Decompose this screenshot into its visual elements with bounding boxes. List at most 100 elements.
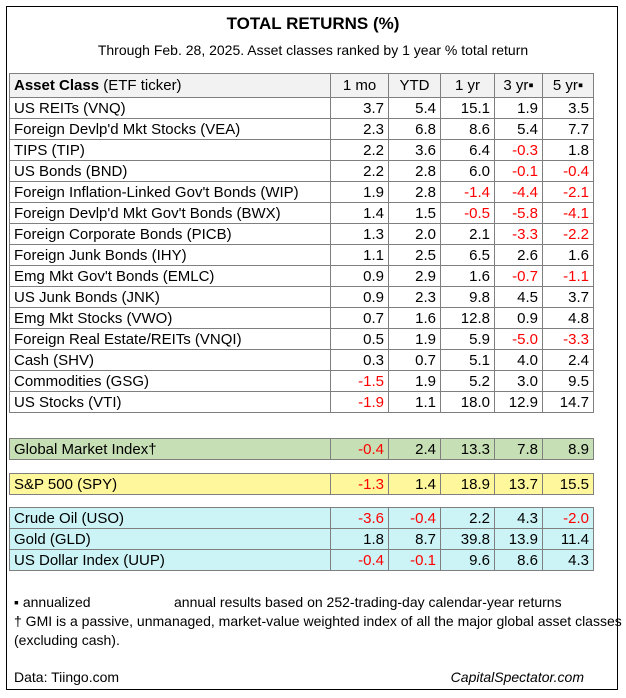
- return-ytd-cell: -0.1: [388, 549, 441, 571]
- asset-name-cell: US Dollar Index (UUP): [9, 549, 331, 571]
- return-1yr-cell: 2.2: [440, 507, 495, 529]
- return-5yr-cell: 15.5: [542, 473, 594, 495]
- return-1mo-cell: 1.3: [330, 223, 389, 245]
- table-row: Foreign Junk Bonds (IHY) 1.1 2.5 6.5 2.6 1.6: [9, 244, 594, 266]
- asset-name-cell: US REITs (VNQ): [9, 97, 331, 119]
- asset-name-cell: Foreign Corporate Bonds (PICB): [9, 223, 331, 245]
- return-1mo-cell: 0.7: [330, 307, 389, 329]
- return-1mo-cell: -0.4: [330, 438, 389, 460]
- asset-name-cell: TIPS (TIP): [9, 139, 331, 161]
- table-row: Foreign Real Estate/REITs (VNQI) 0.5 1.9 5.…: [9, 328, 594, 350]
- return-3yr-cell: 0.9: [494, 307, 543, 329]
- return-5yr-cell: 9.5: [542, 370, 594, 392]
- return-ytd-cell: 2.8: [388, 160, 441, 182]
- table-title: TOTAL RETURNS (%): [226, 14, 400, 33]
- annualized-symbol: ▪ annualized: [14, 594, 91, 610]
- return-1mo-cell: -1.5: [330, 370, 389, 392]
- data-source: Data: Tiingo.com: [14, 669, 120, 685]
- return-5yr-cell: -1.1: [542, 265, 594, 287]
- return-1mo-cell: 0.5: [330, 328, 389, 350]
- return-1mo-cell: -1.9: [330, 391, 389, 413]
- return-3yr-cell: 4.3: [494, 507, 543, 529]
- return-ytd-cell: 1.1: [388, 391, 441, 413]
- return-1yr-cell: 5.9: [440, 328, 495, 350]
- return-ytd-cell: 6.8: [388, 118, 441, 140]
- return-1mo-cell: 0.9: [330, 286, 389, 308]
- header-1yr: 1 yr: [440, 73, 495, 98]
- return-5yr-cell: 3.7: [542, 286, 594, 308]
- return-1mo-cell: 0.3: [330, 349, 389, 371]
- return-5yr-cell: 14.7: [542, 391, 594, 413]
- return-3yr-cell: 3.0: [494, 370, 543, 392]
- header-asset-class-rest: (ETF ticker): [99, 77, 182, 94]
- table-row: TIPS (TIP) 2.2 3.6 6.4 -0.3 1.8: [9, 139, 594, 161]
- table-row: Foreign Devlp'd Mkt Stocks (VEA) 2.3 6.8 8.…: [9, 118, 594, 140]
- return-5yr-cell: 11.4: [542, 528, 594, 550]
- asset-name-cell: Foreign Devlp'd Mkt Gov't Bonds (BWX): [9, 202, 331, 224]
- commodity-row: US Dollar Index (UUP) -0.4 -0.1 9.6 8.6 4.3: [9, 549, 594, 571]
- return-1mo-cell: 1.4: [330, 202, 389, 224]
- asset-returns-table: Asset Class (ETF ticker) 1 mo YTD 1 yr 3…: [9, 73, 594, 413]
- return-1yr-cell: 5.1: [440, 349, 495, 371]
- gmi-row: Global Market Index† -0.4 2.4 13.3 7.8 8.9: [9, 438, 594, 460]
- return-5yr-cell: -2.2: [542, 223, 594, 245]
- commodity-rows: Crude Oil (USO) -3.6 -0.4 2.2 4.3 -2.0 Gold (G…: [9, 507, 594, 571]
- return-1yr-cell: 6.0: [440, 160, 495, 182]
- return-1mo-cell: 1.8: [330, 528, 389, 550]
- return-ytd-cell: 2.0: [388, 223, 441, 245]
- return-5yr-cell: 2.4: [542, 349, 594, 371]
- return-1yr-cell: 9.6: [440, 549, 495, 571]
- return-3yr-cell: -4.4: [494, 181, 543, 203]
- header-3yr: 3 yr▪: [494, 73, 543, 98]
- return-1yr-cell: 2.1: [440, 223, 495, 245]
- return-1yr-cell: 18.0: [440, 391, 495, 413]
- annualized-text: annual results based on 252-trading-day …: [174, 594, 562, 610]
- table-notes: ▪ annualized annual results based on 252-…: [14, 593, 626, 650]
- return-1yr-cell: 6.4: [440, 139, 495, 161]
- asset-name-cell: Emg Mkt Stocks (VWO): [9, 307, 331, 329]
- return-3yr-cell: -0.1: [494, 160, 543, 182]
- return-5yr-cell: 4.8: [542, 307, 594, 329]
- table-subtitle: Through Feb. 28, 2025. Asset classes ran…: [97, 42, 529, 58]
- gmi-rows: Global Market Index† -0.4 2.4 13.3 7.8 8.9: [9, 438, 594, 460]
- return-3yr-cell: 4.5: [494, 286, 543, 308]
- spy-row: S&P 500 (SPY) -1.3 1.4 18.9 13.7 15.5: [9, 473, 594, 495]
- asset-name-cell: Gold (GLD): [9, 528, 331, 550]
- asset-name-cell: Global Market Index†: [9, 438, 331, 460]
- return-1yr-cell: -1.4: [440, 181, 495, 203]
- spy-rows: S&P 500 (SPY) -1.3 1.4 18.9 13.7 15.5: [9, 473, 594, 495]
- return-1mo-cell: 0.9: [330, 265, 389, 287]
- table-row: Cash (SHV) 0.3 0.7 5.1 4.0 2.4: [9, 349, 594, 371]
- return-1mo-cell: 3.7: [330, 97, 389, 119]
- asset-rows: US REITs (VNQ) 3.7 5.4 15.1 1.9 3.5 Foreign De…: [9, 97, 594, 413]
- return-5yr-cell: 7.7: [542, 118, 594, 140]
- return-5yr-cell: 4.3: [542, 549, 594, 571]
- return-3yr-cell: 2.6: [494, 244, 543, 266]
- return-1mo-cell: 2.2: [330, 139, 389, 161]
- table-row: Emg Mkt Gov't Bonds (EMLC) 0.9 2.9 1.6 -0.7-…: [9, 265, 594, 287]
- asset-name-cell: Crude Oil (USO): [9, 507, 331, 529]
- return-3yr-cell: -0.7: [494, 265, 543, 287]
- return-3yr-cell: 13.7: [494, 473, 543, 495]
- return-ytd-cell: 3.6: [388, 139, 441, 161]
- return-ytd-cell: 1.5: [388, 202, 441, 224]
- gmi-table: Global Market Index† -0.4 2.4 13.3 7.8 8.9: [9, 438, 594, 460]
- return-ytd-cell: -0.4: [388, 507, 441, 529]
- return-ytd-cell: 1.6: [388, 307, 441, 329]
- return-1yr-cell: 1.6: [440, 265, 495, 287]
- return-3yr-cell: 7.8: [494, 438, 543, 460]
- header-asset-class: Asset Class (ETF ticker): [9, 73, 331, 98]
- table-row: Commodities (GSG) -1.5 1.9 5.2 3.0 9.5: [9, 370, 594, 392]
- return-5yr-cell: -2.0: [542, 507, 594, 529]
- return-5yr-cell: -4.1: [542, 202, 594, 224]
- spy-table: S&P 500 (SPY) -1.3 1.4 18.9 13.7 15.5: [9, 473, 594, 495]
- return-1yr-cell: 9.8: [440, 286, 495, 308]
- brand-label: CapitalSpectator.com: [450, 669, 584, 685]
- return-5yr-cell: -3.3: [542, 328, 594, 350]
- asset-name-cell: US Bonds (BND): [9, 160, 331, 182]
- table-row: US Bonds (BND) 2.2 2.8 6.0 -0.1 -0.4: [9, 160, 594, 182]
- return-ytd-cell: 0.7: [388, 349, 441, 371]
- asset-name-cell: US Junk Bonds (JNK): [9, 286, 331, 308]
- return-3yr-cell: 13.9: [494, 528, 543, 550]
- asset-name-cell: Emg Mkt Gov't Bonds (EMLC): [9, 265, 331, 287]
